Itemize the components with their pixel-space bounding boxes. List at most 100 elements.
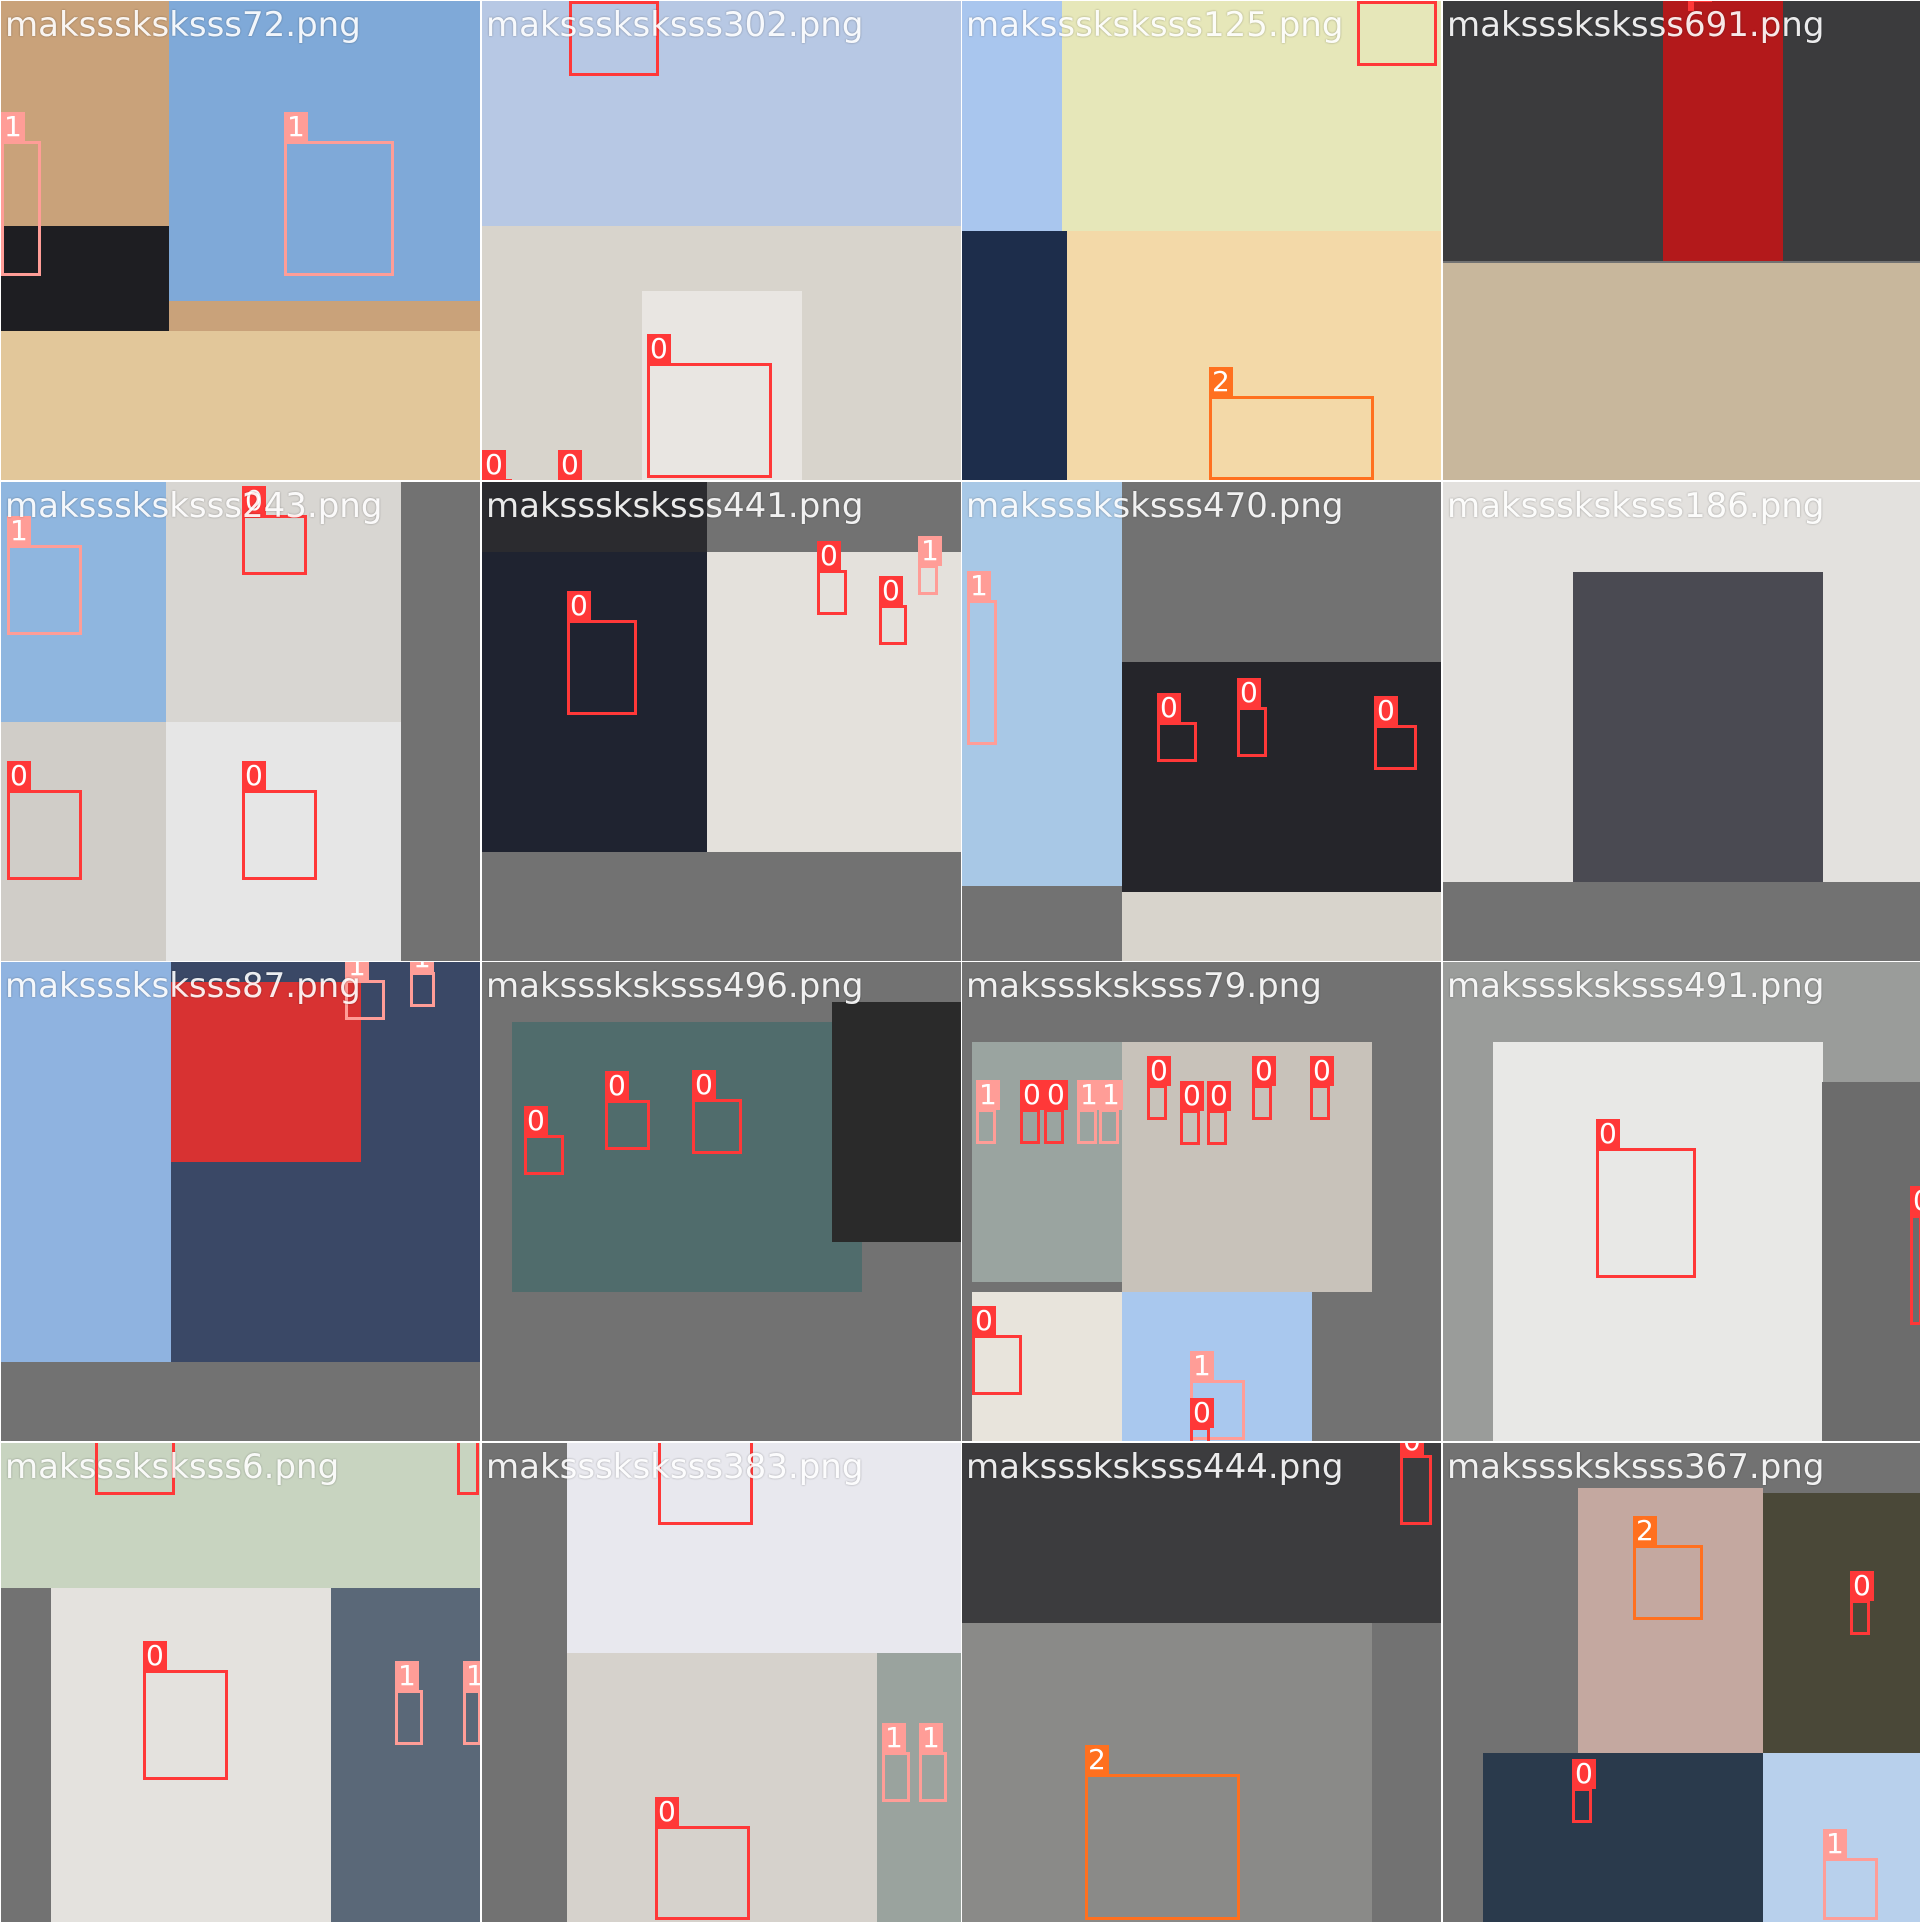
tile-filename: maksssksksss72.png: [5, 5, 361, 45]
detection-box: 1: [918, 565, 938, 595]
photo-patch: [962, 231, 1067, 480]
detection-box: 1: [463, 1690, 480, 1745]
detection-box: 1: [976, 1109, 996, 1144]
detection-class-label: 1: [976, 1080, 1000, 1110]
detection-box: 0: [1237, 707, 1267, 757]
detection-class-label: 0: [482, 450, 506, 480]
mosaic-tile: maksssksksss79.png10011000000100: [962, 962, 1441, 1441]
detection-box: 0: [242, 790, 317, 880]
detection-box: 2: [1633, 1545, 1703, 1620]
detection-box: 0: [1374, 725, 1417, 770]
mosaic-tile: maksssksksss125.png 0 2: [962, 1, 1441, 480]
tile-filename: maksssksksss125.png: [966, 5, 1343, 45]
tile-filename: maksssksksss367.png: [1447, 1447, 1824, 1487]
detection-box: 0: [1180, 1110, 1200, 1145]
detection-class-label: 0: [1688, 1, 1712, 2]
detection-class-label: 2: [1633, 1516, 1657, 1546]
mosaic-tile: maksssksksss491.png 0 0: [1443, 962, 1920, 1441]
detection-box: 1: [967, 600, 997, 745]
detection-class-label: 0: [605, 1071, 629, 1101]
detection-class-label: 0: [1357, 1, 1381, 2]
detection-class-label: 0: [1400, 1443, 1424, 1456]
detection-class-label: 0: [1910, 1186, 1920, 1216]
detection-class-label: 1: [410, 962, 434, 973]
tile-filename: maksssksksss243.png: [5, 486, 382, 526]
detection-box: 0: [7, 790, 82, 880]
detection-class-label: 1: [1190, 1351, 1214, 1381]
detection-class-label: 0: [1572, 1759, 1596, 1789]
detection-box: 0: [143, 1670, 228, 1780]
tile-filename: maksssksksss491.png: [1447, 966, 1824, 1006]
detection-class-label: 0: [879, 576, 903, 606]
detection-box: 0: [1357, 1, 1437, 66]
detection-class-label: 0: [242, 761, 266, 791]
detection-class-label: 0: [817, 541, 841, 571]
mosaic-tile: maksssksksss302.png0000: [482, 1, 961, 480]
detection-class-label: 1: [882, 1723, 906, 1753]
mosaic-tile: maksssksksss186.png: [1443, 482, 1920, 961]
detection-class-label: 0: [143, 1641, 167, 1671]
detection-box: 0: [567, 620, 637, 715]
detection-class-label: 0: [569, 1, 593, 2]
detection-class-label: 1: [1077, 1080, 1101, 1110]
detection-class-label: 0: [1157, 693, 1181, 723]
photo-patch: [1483, 1753, 1763, 1922]
detection-box: 0: [879, 605, 907, 645]
detection-class-label: 0: [567, 591, 591, 621]
tile-filename: maksssksksss496.png: [486, 966, 863, 1006]
detection-class-label: 1: [1823, 1829, 1847, 1859]
tile-filename: maksssksksss444.png: [966, 1447, 1343, 1487]
mosaic-tile: maksssksksss383.png0011: [482, 1443, 961, 1922]
photo-patch: [331, 1588, 480, 1922]
photo-patch: [1763, 1493, 1920, 1763]
tile-filename: maksssksksss691.png: [1447, 5, 1824, 45]
photo-patch: [1, 331, 480, 480]
detection-class-label: 1: [918, 536, 942, 566]
detection-class-label: 0: [692, 1070, 716, 1100]
detection-class-label: 0: [1850, 1571, 1874, 1601]
detection-class-label: 1: [463, 1661, 480, 1691]
detection-box: 1: [395, 1690, 423, 1745]
detection-box: 2: [1085, 1774, 1240, 1920]
detection-box: 0: [1157, 722, 1197, 762]
detection-box: 0: [1207, 1110, 1227, 1145]
detection-class-label: 1: [1, 112, 25, 142]
detection-box: 1: [284, 141, 394, 276]
detection-box: 0: [972, 1335, 1022, 1395]
photo-patch: [1578, 1488, 1763, 1758]
photo-patch: [1122, 892, 1441, 961]
detection-box: 0: [1044, 1109, 1064, 1144]
mosaic-tile: maksssksksss496.png 0 0 0: [482, 962, 961, 1441]
detection-box: 0: [1910, 1215, 1920, 1325]
detection-class-label: 1: [395, 1661, 419, 1691]
detection-class-label: 0: [1374, 696, 1398, 726]
detection-class-label: 0: [1252, 1056, 1276, 1086]
photo-patch: [171, 982, 361, 1162]
detection-box: 2: [1209, 396, 1374, 480]
tile-filename: maksssksksss470.png: [966, 486, 1343, 526]
detection-box: 1: [1077, 1109, 1097, 1144]
detection-box: 0: [655, 1826, 750, 1920]
detection-box: 1: [1823, 1858, 1878, 1920]
detection-box: 0: [1252, 1085, 1272, 1120]
detection-class-label: 0: [1237, 678, 1261, 708]
detection-class-label: 0: [1020, 1080, 1044, 1110]
detection-box: 0: [692, 1099, 742, 1154]
detection-box: 0: [482, 479, 512, 480]
tile-filename: maksssksksss79.png: [966, 966, 1322, 1006]
detection-class-label: 0: [647, 334, 671, 364]
detection-box: 1: [1, 141, 41, 276]
detection-class-label: 0: [7, 761, 31, 791]
detection-box: 0: [1572, 1788, 1592, 1823]
detection-class-label: 1: [1099, 1080, 1123, 1110]
detection-box: 1: [410, 972, 435, 1007]
detection-class-label: 0: [1310, 1056, 1334, 1086]
mosaic-tile: maksssksksss367.png 2 0 0 1: [1443, 1443, 1920, 1922]
tile-filename: maksssksksss383.png: [486, 1447, 863, 1487]
detection-box: 0: [1310, 1085, 1330, 1120]
detection-box: 0: [558, 479, 576, 480]
mosaic-tile: maksssksksss444.png 0 2: [962, 1443, 1441, 1922]
tile-filename: maksssksksss186.png: [1447, 486, 1824, 526]
